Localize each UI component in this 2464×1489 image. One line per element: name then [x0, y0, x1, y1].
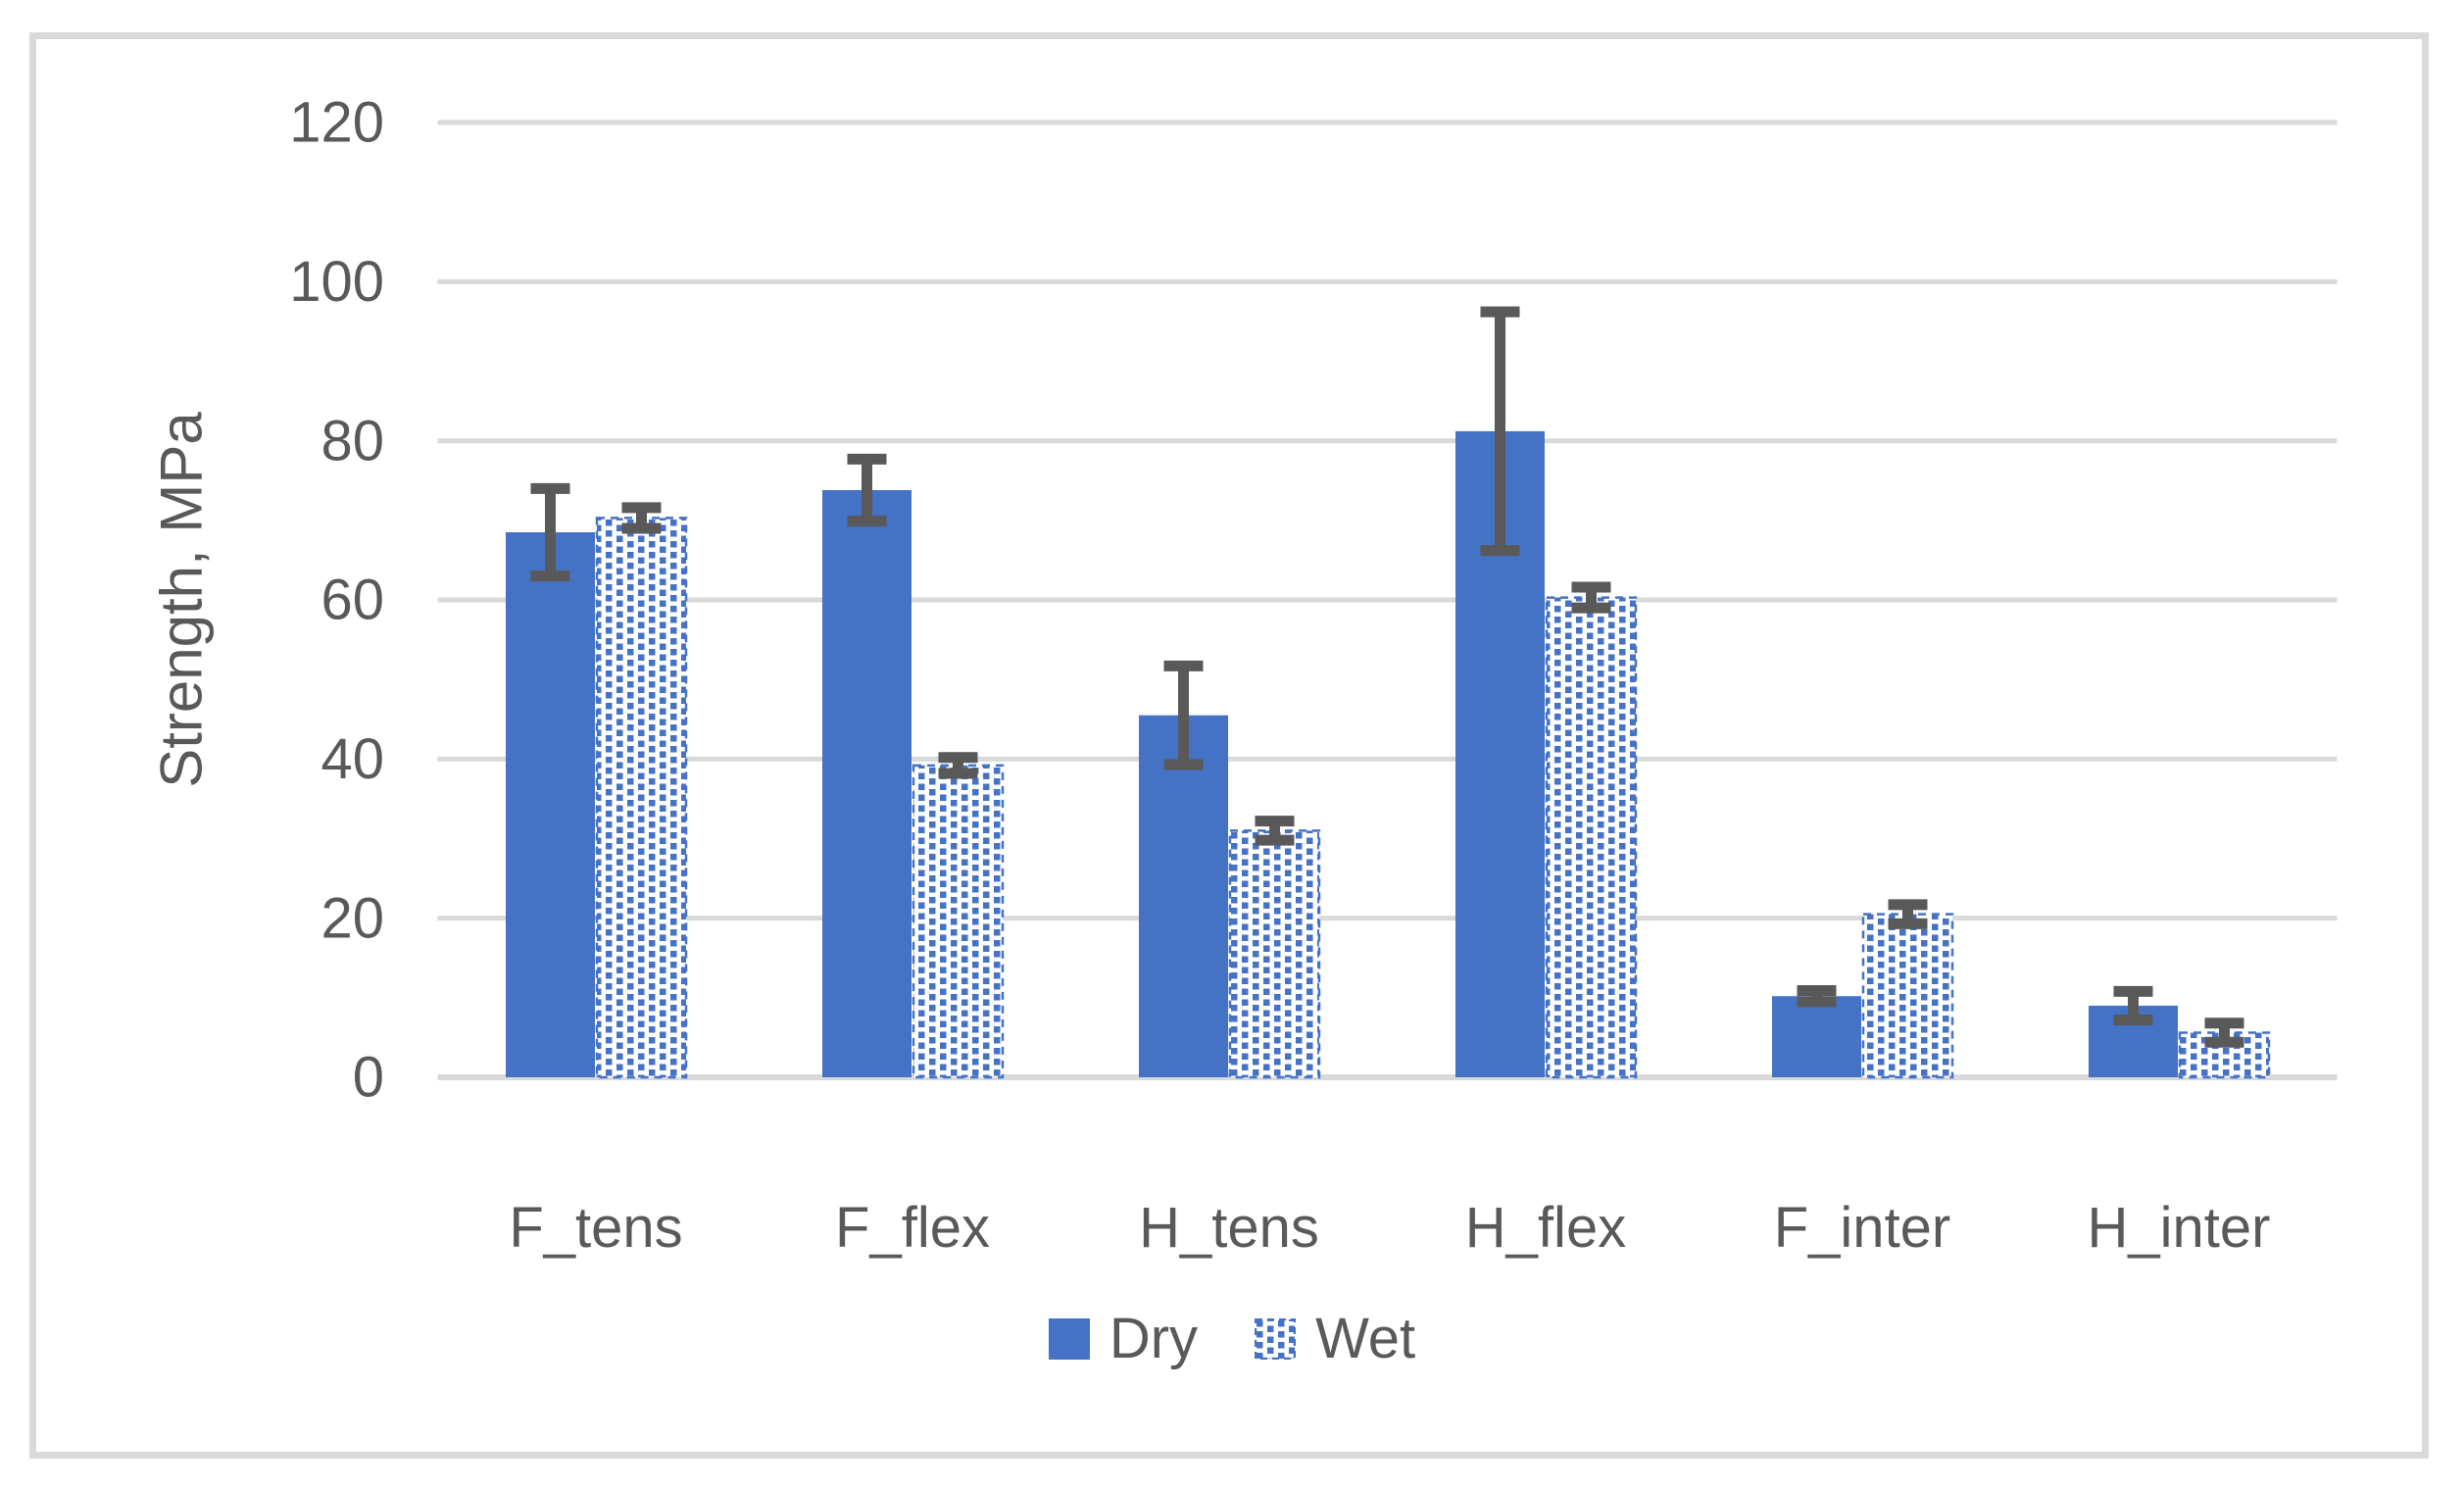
legend-swatch-wet-icon: [1255, 1317, 1297, 1360]
bar-wet-F_tens: [595, 517, 688, 1079]
bar-dry-F_tens: [506, 532, 595, 1077]
x-category-label: F_tens: [509, 1196, 682, 1260]
figure-border: [29, 32, 2429, 1459]
legend-label-wet: Wet: [1315, 1307, 1416, 1370]
y-tick-label: 100: [289, 250, 384, 314]
bar-wet-H_flex: [1545, 596, 1638, 1079]
legend: Dry Wet: [0, 1306, 2464, 1371]
legend-item-dry: Dry: [1048, 1306, 1199, 1371]
x-category-label: F_inter: [1774, 1196, 1951, 1260]
y-tick-label: 120: [289, 91, 384, 155]
x-category-label: F_flex: [835, 1196, 990, 1260]
x-category-label: H_flex: [1465, 1196, 1626, 1260]
bar-wet-F_flex: [912, 764, 1005, 1079]
y-tick-label: 60: [320, 569, 384, 632]
legend-item-wet: Wet: [1255, 1306, 1415, 1371]
y-tick-label: 20: [320, 886, 384, 950]
bar-dry-F_inter: [1772, 996, 1861, 1077]
bar-dry-F_flex: [822, 489, 912, 1077]
x-category-label: H_tens: [1139, 1196, 1319, 1260]
legend-swatch-dry-icon: [1048, 1317, 1090, 1360]
bar-wet-F_inter: [1861, 913, 1954, 1079]
bar-dry-H_tens: [1139, 715, 1228, 1077]
y-axis-title: Strength, MPa: [148, 412, 215, 788]
bar-wet-H_tens: [1228, 829, 1321, 1079]
x-category-label: H_inter: [2088, 1196, 2271, 1260]
y-tick-label: 80: [320, 409, 384, 472]
legend-label-dry: Dry: [1109, 1307, 1199, 1370]
y-tick-label: 40: [320, 727, 384, 791]
y-tick-label: 0: [353, 1046, 384, 1110]
